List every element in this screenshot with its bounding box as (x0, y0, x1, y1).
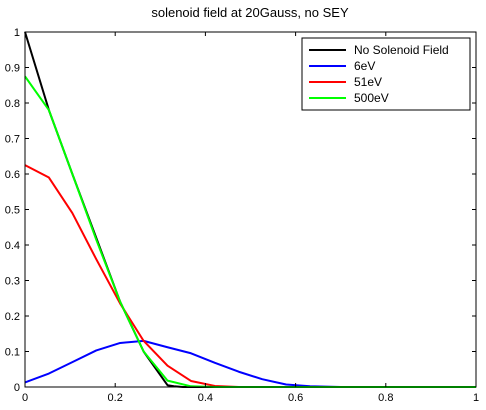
y-tick-label: 0.4 (5, 240, 20, 252)
legend-label: 6eV (354, 59, 375, 73)
y-tick-label: 0.7 (5, 134, 20, 146)
legend-label: 500eV (354, 91, 389, 105)
y-tick-label: 0.5 (5, 205, 20, 217)
chart-title: solenoid field at 20Gauss, no SEY (151, 5, 349, 20)
y-tick-label: 0.1 (5, 347, 20, 359)
y-tick-label: 1 (14, 27, 20, 39)
y-tick-label: 0.9 (5, 63, 20, 75)
y-tick-label: 0.8 (5, 98, 20, 110)
legend-label: No Solenoid Field (354, 43, 449, 57)
x-tick-label: 0.6 (288, 392, 303, 404)
x-tick-label: 0 (22, 392, 28, 404)
legend-label: 51eV (354, 75, 382, 89)
x-tick-label: 1 (473, 392, 479, 404)
y-tick-label: 0.2 (5, 311, 20, 323)
y-tick-label: 0.6 (5, 169, 20, 181)
x-tick-label: 0.8 (378, 392, 393, 404)
x-tick-label: 0.4 (198, 392, 213, 404)
y-tick-label: 0 (14, 382, 20, 394)
x-tick-label: 0.2 (108, 392, 123, 404)
legend: No Solenoid Field 6eV 51eV 500eV (301, 37, 471, 111)
y-tick-label: 0.3 (5, 276, 20, 288)
